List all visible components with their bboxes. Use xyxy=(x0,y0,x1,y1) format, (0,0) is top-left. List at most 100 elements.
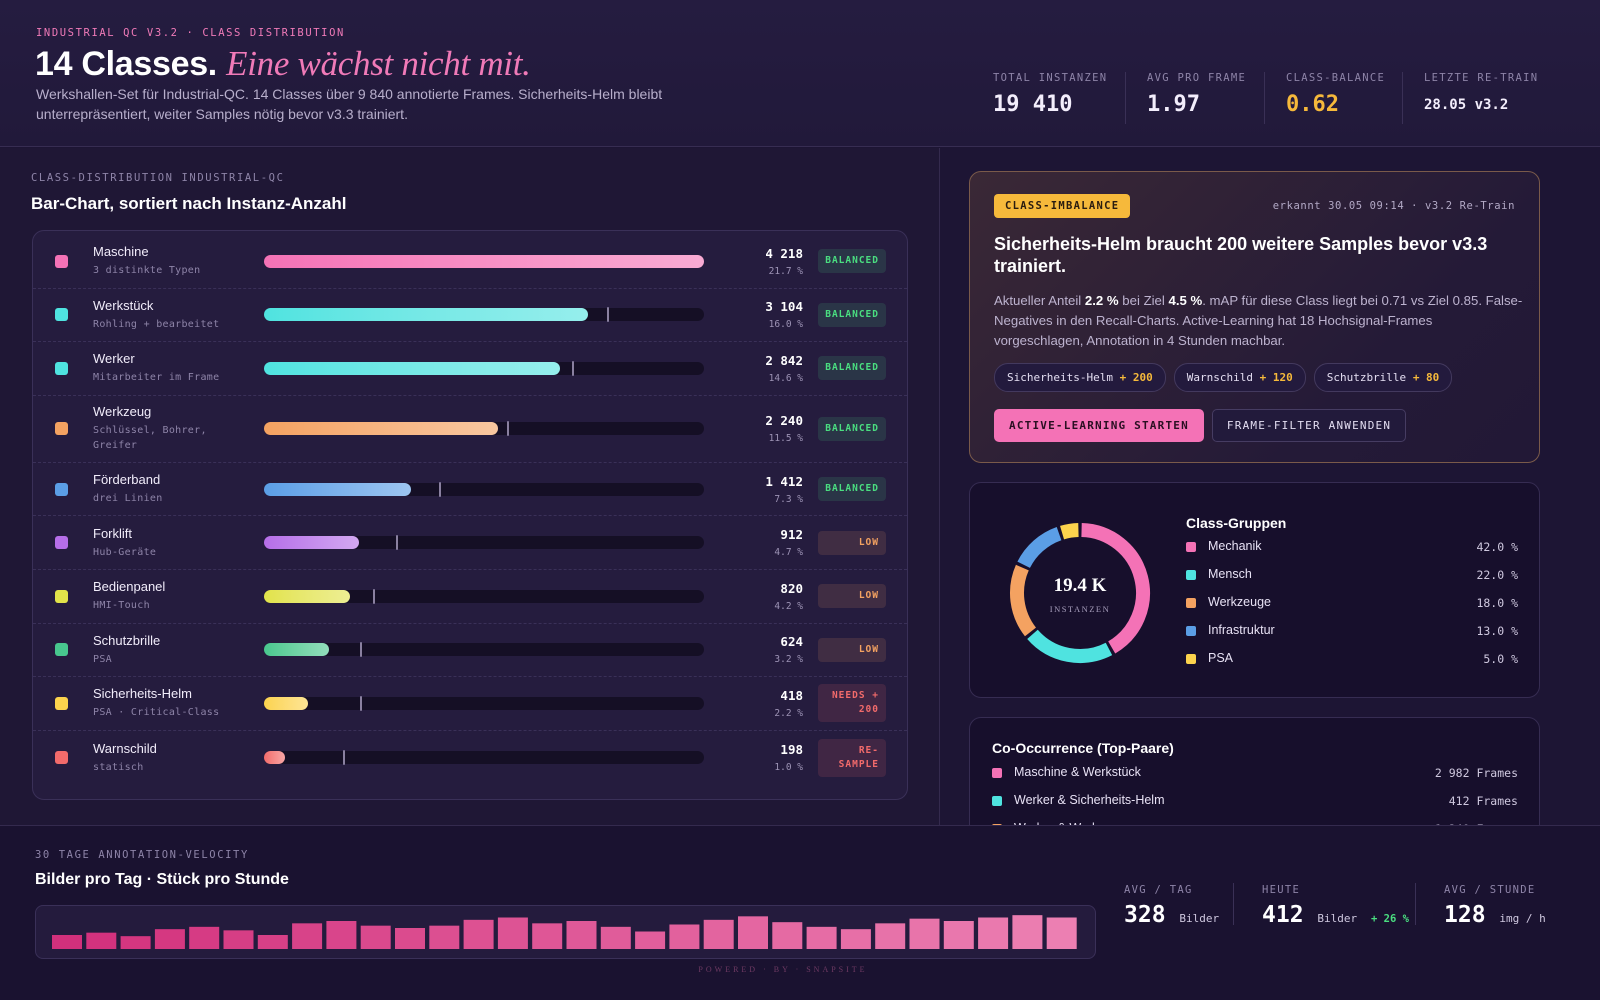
bar-track xyxy=(264,535,704,551)
target-marker xyxy=(506,421,509,437)
legend-title: Class-Gruppen xyxy=(1186,515,1287,531)
kpi-label: AVG / TAG xyxy=(1124,884,1193,896)
chip: Schutzbrille + 80 xyxy=(1313,363,1453,392)
legend-label: Mechanik xyxy=(1208,539,1262,553)
kpi-label: HEUTE xyxy=(1262,884,1301,896)
class-distribution-panel: CLASS-DISTRIBUTION INDUSTRIAL-QC Bar-Cha… xyxy=(0,148,940,825)
kpi-label: TOTAL INSTANZEN xyxy=(993,72,1108,84)
pair-name: Werker & Sicherheits-Helm xyxy=(1014,793,1165,807)
bar-row: Forklift Hub-Geräte 912 4.7 % LOW xyxy=(33,516,907,570)
kpi-unit: Bilder xyxy=(1179,912,1220,925)
bar xyxy=(264,308,588,322)
body-text: bei Ziel xyxy=(1118,293,1169,308)
title-main: 14 Classes. xyxy=(35,45,217,83)
bar xyxy=(264,696,308,710)
swatch xyxy=(55,643,68,657)
velocity-bar xyxy=(463,919,494,949)
target-marker xyxy=(439,481,442,497)
count: 198 1.0 % xyxy=(774,742,803,773)
donut-segment xyxy=(1081,523,1150,654)
group-card: 19.4 K INSTANZEN Class-Gruppen Mechanik 4… xyxy=(969,482,1540,698)
chip-group: Sicherheits-Helm + 200 Warnschild + 120 Sc… xyxy=(994,363,1460,392)
count-label: 624 xyxy=(780,634,803,650)
status-badge: NEEDS + 200 xyxy=(818,684,886,723)
secondary-button[interactable]: FRAME-FILTER ANWENDEN xyxy=(1211,409,1407,442)
primary-button[interactable]: ACTIVE-LEARNING STARTEN xyxy=(994,409,1204,442)
class-label: Förderband xyxy=(93,472,161,488)
kpi-number: 128 xyxy=(1444,902,1486,928)
footer: POWERED · BY · SNAPSITE xyxy=(698,965,868,974)
swatch xyxy=(55,308,68,322)
bar-track xyxy=(264,421,704,437)
velocity-bar xyxy=(943,921,974,949)
legend-label: PSA xyxy=(1208,651,1234,665)
velocity-bar xyxy=(978,917,1009,949)
legend-swatch xyxy=(1186,654,1196,664)
legend-item: Mechanik 42.0 % xyxy=(1186,539,1518,555)
velocity-bar xyxy=(669,924,700,949)
kpi-label: AVG / STUNDE xyxy=(1444,884,1536,896)
class-label: Werkstück xyxy=(93,297,154,313)
kpi: CLASS-BALANCE 0.62 xyxy=(1286,72,1385,117)
swatch xyxy=(55,254,68,268)
velocity-bar xyxy=(120,936,151,949)
kpi-unit: img / h xyxy=(1499,912,1546,925)
body-text: . mAP für diese Class liegt bei 0.71 vs … xyxy=(994,293,1523,348)
share-label: 7.3 % xyxy=(774,493,803,505)
target-marker xyxy=(360,642,363,658)
legend-value: 5.0 % xyxy=(1483,652,1518,666)
bar xyxy=(264,643,330,657)
kpi-separator xyxy=(1264,72,1265,124)
class-label: Forklift xyxy=(93,525,132,541)
chip-name: Warnschild xyxy=(1186,371,1253,384)
count-label: 820 xyxy=(780,580,803,596)
class-label: Sicherheits-Helm xyxy=(93,686,192,702)
legend-value: 13.0 % xyxy=(1476,624,1518,638)
bar-track xyxy=(264,588,704,604)
kpi-separator xyxy=(1402,72,1403,124)
legend-item: Mensch 22.0 % xyxy=(1186,567,1518,583)
share-label: 11.5 % xyxy=(768,433,803,445)
count-label: 4 218 xyxy=(765,245,803,261)
legend-value: 22.0 % xyxy=(1476,568,1518,582)
velocity-bar xyxy=(738,916,768,949)
velocity-bar xyxy=(566,921,597,949)
class-name: Werkstück Rohling + bearbeitet xyxy=(93,298,243,332)
share-label: 4.7 % xyxy=(774,547,803,559)
target-marker xyxy=(360,695,363,711)
count: 4 218 21.7 % xyxy=(765,246,803,277)
description: Werkshallen-Set für Industrial-QC. 14 Cl… xyxy=(36,86,663,122)
legend-swatch xyxy=(1186,626,1196,636)
chip-name: Sicherheits-Helm xyxy=(1007,371,1113,384)
velocity-bar xyxy=(806,926,837,949)
bar xyxy=(264,482,412,496)
kpi-value: 1.97 xyxy=(1147,92,1200,117)
target-marker xyxy=(606,307,609,323)
count-label: 418 xyxy=(780,687,803,703)
count: 624 3.2 % xyxy=(774,634,803,665)
bar-list: Maschine 3 distinkte Typen 4 218 21.7 % BALA… xyxy=(32,230,908,800)
kpi-value: 0.62 xyxy=(1286,92,1339,117)
class-subtitle: PSA · Critical-Class xyxy=(93,707,220,719)
chip-amount: + 80 xyxy=(1412,371,1440,384)
class-subtitle: drei Linien xyxy=(93,493,163,505)
velocity-bar xyxy=(223,930,254,949)
class-subtitle: statisch xyxy=(93,761,144,773)
swatch xyxy=(55,361,68,375)
class-subtitle: HMI-Touch xyxy=(93,600,150,612)
count: 2 842 14.6 % xyxy=(765,353,803,384)
legend-swatch xyxy=(1186,598,1196,608)
donut-segment xyxy=(1017,526,1062,569)
donut-segment xyxy=(1027,629,1113,663)
bar xyxy=(264,536,360,550)
class-subtitle: 3 distinkte Typen xyxy=(93,265,201,277)
legend-item: PSA 5.0 % xyxy=(1186,651,1518,667)
status-badge: BALANCED xyxy=(818,416,886,441)
cooccurrence-row: Maschine & Werkstück 2 982 Frames xyxy=(992,765,1518,781)
pair-swatch xyxy=(992,796,1002,806)
chip: Sicherheits-Helm + 200 xyxy=(994,363,1166,392)
swatch xyxy=(55,751,68,765)
share-label: 21.7 % xyxy=(768,265,803,277)
bar-track xyxy=(264,254,704,268)
